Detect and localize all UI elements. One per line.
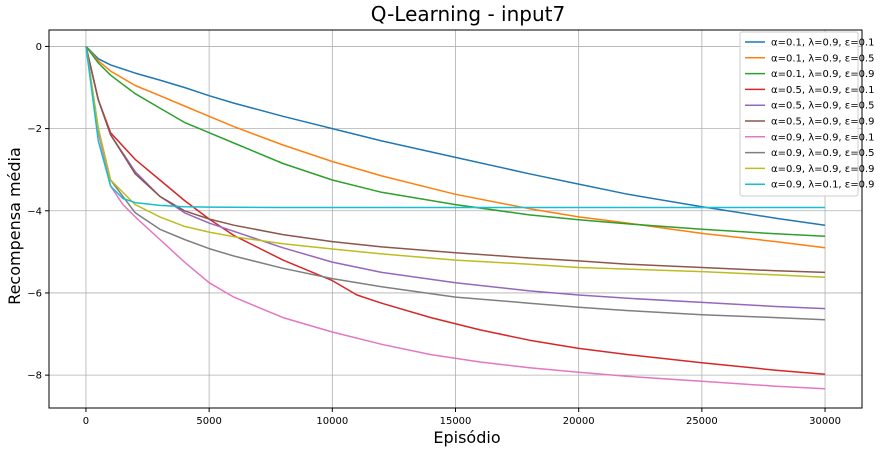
- series-group: [85, 45, 826, 390]
- y-axis-title: Recompensa média: [5, 147, 24, 305]
- legend-label: α=0.9, λ=0.1, ε=0.9: [771, 180, 874, 191]
- x-tick-label: 0: [83, 416, 89, 427]
- y-tick-label: 0: [36, 42, 42, 53]
- y-tick-label: −8: [27, 371, 42, 382]
- y-tick-label: −4: [27, 206, 42, 217]
- legend-label: α=0.1, λ=0.9, ε=0.9: [771, 69, 874, 80]
- series-line-4: [85, 46, 826, 376]
- legend: α=0.1, λ=0.9, ε=0.1 α=0.1, λ=0.9, ε=0.5 α=…: [739, 31, 874, 197]
- x-tick-label: 25000: [686, 416, 718, 427]
- series-line-1: [85, 45, 826, 226]
- series-line-6: [85, 46, 826, 274]
- series-line-5: [85, 46, 826, 310]
- x-tick-label: 10000: [316, 416, 348, 427]
- legend-label: α=0.1, λ=0.9, ε=0.1: [771, 38, 874, 49]
- x-tick-label: 5000: [196, 416, 221, 427]
- legend-label: α=0.5, λ=0.9, ε=0.5: [771, 101, 874, 112]
- legend-label: α=0.9, λ=0.9, ε=0.5: [771, 148, 874, 159]
- x-tick-label: 20000: [563, 416, 595, 427]
- legend-label: α=0.5, λ=0.9, ε=0.9: [771, 117, 874, 128]
- series-line-10: [85, 46, 825, 209]
- x-axis: 0 5000 10000 15000 20000 25000 30000: [83, 408, 841, 427]
- y-tick-label: −2: [27, 124, 42, 135]
- x-axis-title: Episódio: [433, 428, 500, 447]
- series-line-8: [85, 46, 826, 321]
- x-tick-label: 15000: [440, 416, 472, 427]
- legend-label: α=0.5, λ=0.9, ε=0.1: [771, 85, 874, 96]
- series-line-3: [85, 45, 826, 238]
- legend-box: [739, 31, 859, 197]
- legend-label: α=0.9, λ=0.9, ε=0.9: [771, 164, 874, 175]
- legend-label: α=0.9, λ=0.9, ε=0.1: [771, 132, 874, 143]
- x-tick-label: 30000: [809, 416, 841, 427]
- y-axis: 0 −2 −4 −6 −8: [27, 42, 49, 382]
- chart-title: Q-Learning - input7: [371, 2, 565, 26]
- y-tick-label: −6: [27, 288, 42, 299]
- legend-label: α=0.1, λ=0.9, ε=0.5: [771, 53, 874, 64]
- series-line-7: [85, 46, 826, 390]
